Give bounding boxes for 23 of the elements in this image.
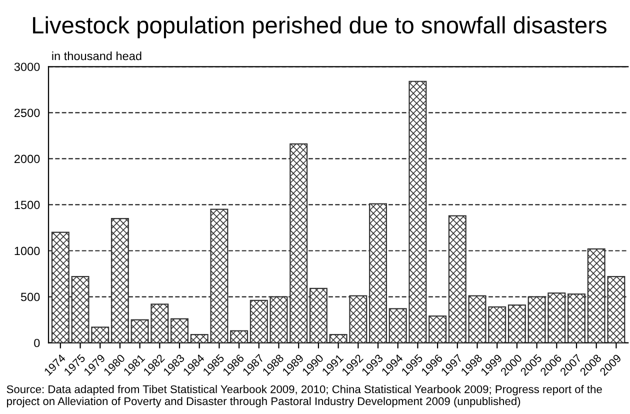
y-tick-label: 3000 <box>14 62 40 72</box>
y-tick-label: 1500 <box>14 200 40 210</box>
source-note: Source: Data adapted from Tibet Statistical Yearbook 2009, 2010; China Statistical Yearbook 2009; Progress report of the project on Alleviation of Poverty and Disaster through Pastoral Industry Development 2009 (unpublished) <box>6 385 602 408</box>
y-tick-label: 2000 <box>14 154 40 164</box>
bar <box>369 203 387 343</box>
y-tick-label: 1000 <box>14 246 40 256</box>
y-tick-label: 2500 <box>14 108 40 118</box>
bar <box>230 330 248 343</box>
bar <box>468 295 486 343</box>
bar <box>488 306 506 343</box>
y-axis-title: in thousand head <box>52 52 142 60</box>
y-tick-label: 0 <box>34 338 40 348</box>
bar <box>448 215 466 343</box>
bar <box>568 293 586 343</box>
bar <box>51 232 70 343</box>
y-tick-label: 500 <box>20 292 40 302</box>
chart-title: Livestock population perished due to snowfall disasters <box>33 16 606 38</box>
bar <box>250 300 268 343</box>
bar <box>110 218 129 343</box>
bar <box>170 318 189 343</box>
bar <box>428 316 447 343</box>
bar <box>309 288 328 343</box>
bar <box>508 304 526 343</box>
